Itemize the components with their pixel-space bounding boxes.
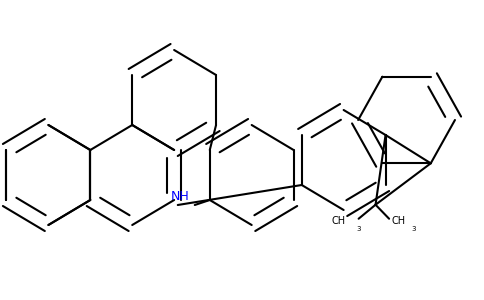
Text: NH: NH: [170, 190, 189, 203]
Text: 3: 3: [411, 226, 416, 232]
Text: CH: CH: [332, 216, 346, 226]
Text: CH: CH: [391, 216, 405, 226]
Text: 3: 3: [357, 226, 361, 232]
